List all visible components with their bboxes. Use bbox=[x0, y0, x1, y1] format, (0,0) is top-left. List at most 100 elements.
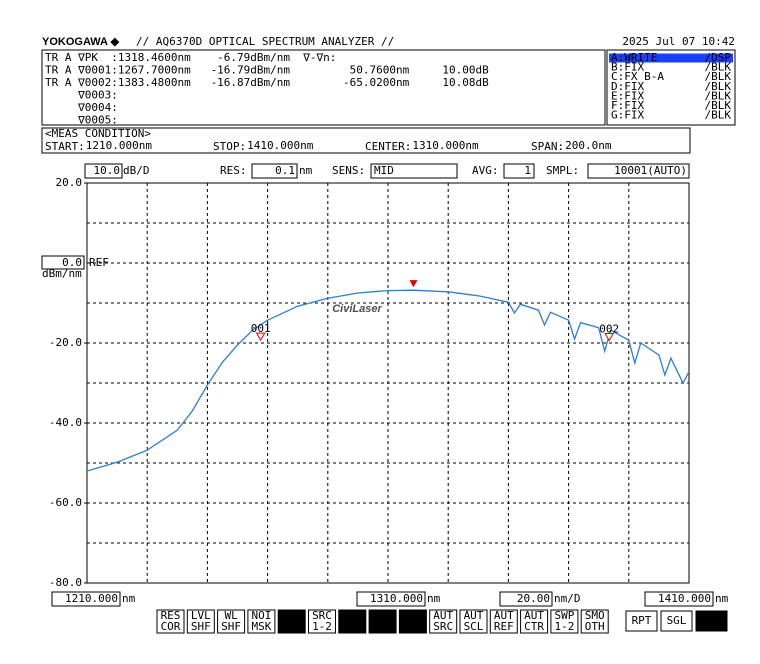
key-label: SGL bbox=[667, 614, 687, 627]
trace-mode: /BLK bbox=[705, 99, 732, 112]
softkey[interactable] bbox=[520, 609, 549, 634]
peak-marker bbox=[409, 280, 418, 288]
datetime: 2025 Jul 07 10:42 bbox=[622, 35, 735, 48]
softkey[interactable] bbox=[338, 609, 367, 634]
softkey-label: CTR bbox=[524, 620, 544, 633]
condition-value: 1210.000nm bbox=[86, 139, 153, 152]
marker-label: 001 bbox=[251, 322, 271, 335]
center-box bbox=[356, 591, 426, 607]
softkey[interactable] bbox=[217, 609, 246, 634]
start-unit: nm bbox=[122, 592, 136, 605]
marker-row: TR A ∇0002:1383.4800nm -16.87dBm/nm -65.… bbox=[45, 76, 489, 89]
softkey-label: LVL bbox=[191, 609, 211, 622]
softkey-label: AUT bbox=[464, 609, 484, 622]
condition-value: 1310.000nm bbox=[412, 139, 479, 152]
res-box bbox=[251, 163, 298, 179]
watermark: CiviLaser bbox=[332, 303, 382, 315]
marker-row: ∇0003: bbox=[45, 89, 118, 102]
trace-name: D:FIX bbox=[611, 80, 644, 93]
softkey[interactable] bbox=[368, 609, 397, 634]
trace-name: E:FIX bbox=[611, 89, 644, 102]
softkey-label: VAC bbox=[342, 609, 362, 622]
softkey-label: MSK bbox=[251, 620, 271, 633]
softkey-label: SWP bbox=[554, 609, 574, 622]
y-tick-label: 20.0 bbox=[56, 176, 83, 189]
marker-row: ∇0004: bbox=[45, 101, 118, 114]
div-box bbox=[499, 591, 553, 607]
softkey-label: AUT bbox=[403, 609, 423, 622]
scale-box bbox=[84, 163, 123, 179]
res-unit: nm bbox=[299, 164, 313, 177]
sens-label: SENS: bbox=[332, 164, 365, 177]
trace-name: A:WRITE bbox=[611, 51, 657, 64]
key-label: RPT bbox=[632, 614, 652, 627]
stop-box bbox=[644, 591, 714, 607]
y-tick-label: -60.0 bbox=[49, 496, 82, 509]
start: 1210.000 bbox=[65, 592, 118, 605]
trace-name: C:FX B-A bbox=[611, 70, 664, 83]
smpl: 10001(AUTO) bbox=[614, 164, 687, 177]
avg: 1 bbox=[524, 164, 531, 177]
condition-value: 200.0nm bbox=[565, 139, 612, 152]
trace-name: F:FIX bbox=[611, 99, 644, 112]
ref-label: REF bbox=[89, 256, 109, 269]
softkey[interactable] bbox=[398, 609, 427, 634]
div-unit: nm/D bbox=[554, 592, 581, 605]
trace-mode: /DSP bbox=[705, 51, 732, 64]
avg-label: AVG: bbox=[472, 164, 499, 177]
condition-label: START: bbox=[45, 140, 85, 153]
softkey[interactable] bbox=[308, 609, 336, 634]
softkey[interactable] bbox=[459, 609, 488, 634]
softkey[interactable] bbox=[580, 609, 609, 634]
trace-mode: /BLK bbox=[705, 80, 732, 93]
softkey-label: AUT bbox=[494, 609, 514, 622]
softkey[interactable] bbox=[489, 609, 518, 634]
key[interactable] bbox=[695, 610, 728, 632]
softkey-label: SHF bbox=[191, 620, 211, 633]
softkey-label: ANA bbox=[403, 620, 423, 633]
softkey-label: OFS bbox=[373, 620, 393, 633]
start-box bbox=[51, 591, 121, 607]
softkey-label: 1-2 bbox=[554, 620, 574, 633]
softkey[interactable] bbox=[156, 609, 185, 634]
scale: 10.0 bbox=[94, 164, 121, 177]
trace-name: B:FIX bbox=[611, 61, 644, 74]
y-tick-label: -20.0 bbox=[49, 336, 82, 349]
smpl-label: SMPL: bbox=[546, 164, 579, 177]
softkey-label: NOI bbox=[251, 609, 271, 622]
softkey[interactable] bbox=[186, 609, 215, 634]
trace-name: G:FIX bbox=[611, 109, 644, 122]
marker-row: ∇0005: bbox=[45, 114, 118, 127]
div: 20.00 bbox=[517, 592, 550, 605]
key[interactable] bbox=[625, 610, 658, 632]
softkey-label: COR bbox=[161, 620, 181, 633]
condition-label: CENTER: bbox=[365, 140, 411, 153]
brand: YOKOGAWA ◆ bbox=[42, 36, 120, 48]
smpl-box bbox=[587, 163, 690, 179]
softkey[interactable] bbox=[429, 609, 458, 634]
trace-mode: /BLK bbox=[705, 89, 732, 102]
condition-title: <MEAS CONDITION> bbox=[45, 127, 151, 140]
softkey-label: AUT bbox=[373, 609, 393, 622]
softkey-label: OTH bbox=[585, 620, 605, 633]
condition-label: SPAN: bbox=[531, 140, 564, 153]
softkey-label: WL bbox=[224, 609, 238, 622]
marker bbox=[255, 332, 266, 342]
avg-box bbox=[503, 163, 535, 179]
softkey[interactable] bbox=[247, 609, 276, 634]
sens-box bbox=[370, 163, 458, 179]
key[interactable] bbox=[660, 610, 693, 632]
center-unit: nm bbox=[427, 592, 441, 605]
stop-unit: nm bbox=[715, 592, 729, 605]
softkey-label: 1-2 bbox=[312, 620, 332, 633]
trace-line bbox=[86, 289, 690, 472]
ref-unit: dBm/nm bbox=[42, 267, 82, 280]
center: 1310.000 bbox=[370, 592, 423, 605]
softkey[interactable] bbox=[277, 609, 306, 634]
scale-unit: dB/D bbox=[123, 164, 150, 177]
condition-box bbox=[41, 127, 691, 154]
stop: 1410.000 bbox=[658, 592, 711, 605]
softkey-label: RES bbox=[161, 609, 181, 622]
marker-row: TR A ∇0001:1267.7000nm -16.79dBm/nm 50.7… bbox=[45, 64, 489, 77]
softkey[interactable] bbox=[550, 609, 579, 634]
